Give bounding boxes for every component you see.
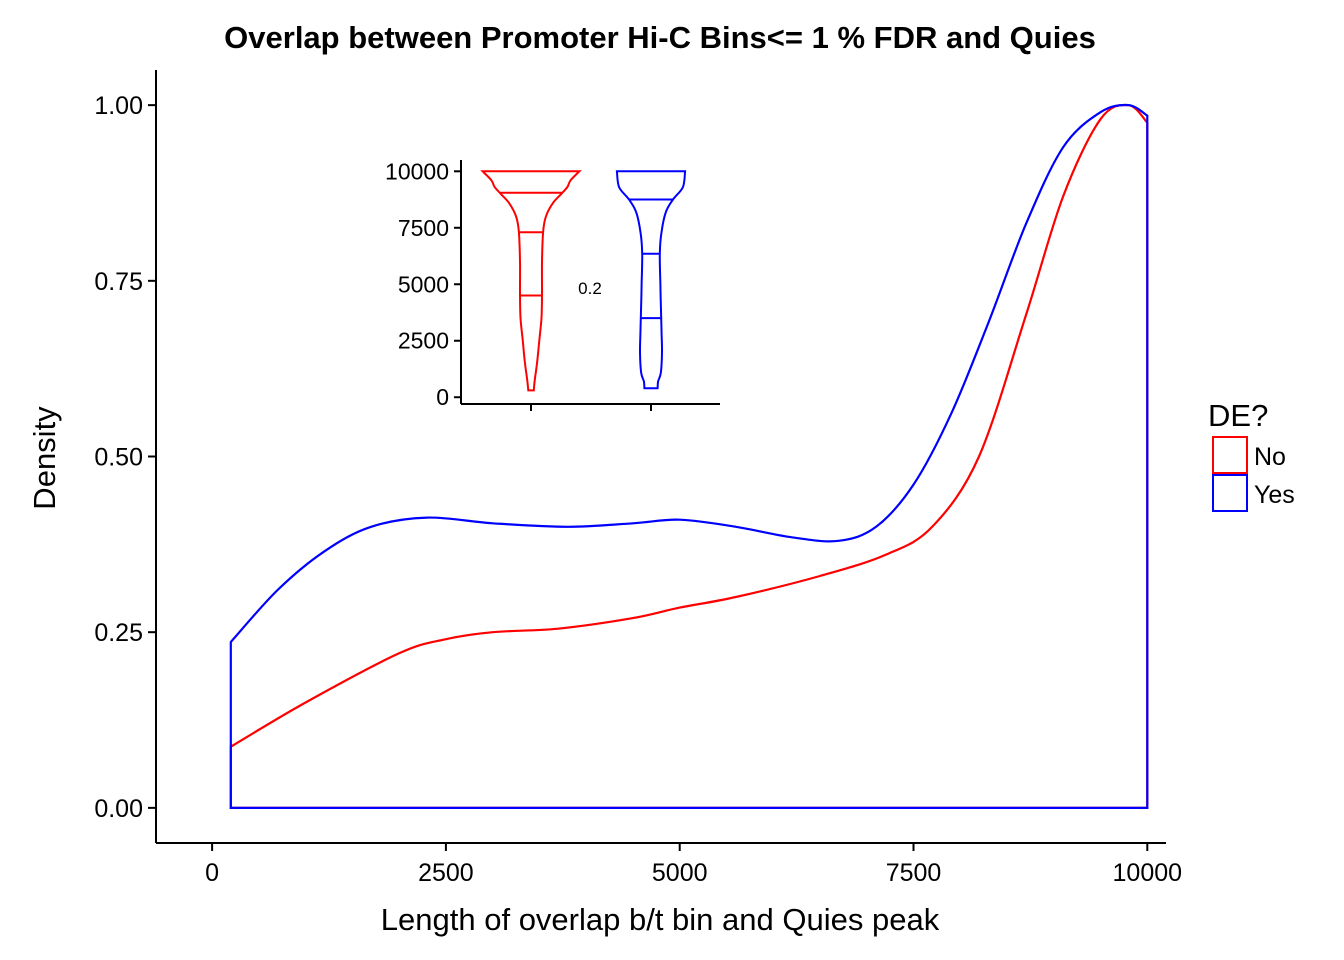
legend-title: DE? bbox=[1208, 398, 1268, 433]
x-tick-label: 0 bbox=[205, 859, 219, 887]
y-axis: 0.00 0.25 0.50 0.75 1.00 bbox=[94, 70, 157, 843]
y-tick-label: 0.50 bbox=[94, 444, 143, 472]
legend: DE? No Yes bbox=[1208, 398, 1295, 512]
density-curve-no bbox=[229, 103, 1149, 809]
violin-yes bbox=[615, 170, 687, 390]
inset-violin-plot: 0 2500 5000 7500 10000 0.2 bbox=[385, 158, 720, 411]
inset-y-tick-label: 5000 bbox=[398, 271, 449, 297]
density-lines bbox=[229, 103, 1149, 809]
violins bbox=[480, 170, 687, 392]
inset-y-axis: 0 2500 5000 7500 10000 bbox=[385, 158, 462, 410]
x-axis: 0 2500 5000 7500 10000 bbox=[156, 842, 1183, 887]
y-axis-label: Density bbox=[27, 406, 62, 510]
inset-y-tick-label: 7500 bbox=[398, 215, 449, 241]
x-axis-label: Length of overlap b/t bin and Quies peak bbox=[381, 902, 940, 937]
inset-annotation: 0.2 bbox=[578, 279, 602, 298]
legend-label: No bbox=[1254, 443, 1286, 471]
x-tick-label: 5000 bbox=[652, 859, 708, 887]
chart-title: Overlap between Promoter Hi-C Bins<= 1 %… bbox=[224, 20, 1096, 55]
inset-y-tick-label: 10000 bbox=[385, 158, 449, 184]
x-tick-label: 2500 bbox=[418, 859, 474, 887]
legend-entries: No Yes bbox=[1212, 436, 1295, 512]
legend-label: Yes bbox=[1254, 481, 1295, 509]
violin-no bbox=[480, 170, 582, 392]
x-tick-label: 7500 bbox=[886, 859, 942, 887]
y-tick-label: 1.00 bbox=[94, 92, 143, 120]
y-tick-label: 0.25 bbox=[94, 619, 143, 647]
density-curve-yes bbox=[229, 103, 1149, 809]
y-tick-label: 0.00 bbox=[94, 795, 143, 823]
inset-y-tick-label: 2500 bbox=[398, 328, 449, 354]
inset-y-tick-label: 0 bbox=[436, 384, 449, 410]
y-tick-label: 0.75 bbox=[94, 268, 143, 296]
legend-key-yes bbox=[1212, 474, 1248, 512]
inset-x-axis bbox=[461, 403, 720, 411]
main-density-plot: 0 2500 5000 7500 10000 0.00 0.25 0.50 0.75 1.00 bbox=[94, 70, 1182, 887]
x-tick-label: 10000 bbox=[1113, 859, 1183, 887]
legend-key-no bbox=[1212, 436, 1248, 474]
